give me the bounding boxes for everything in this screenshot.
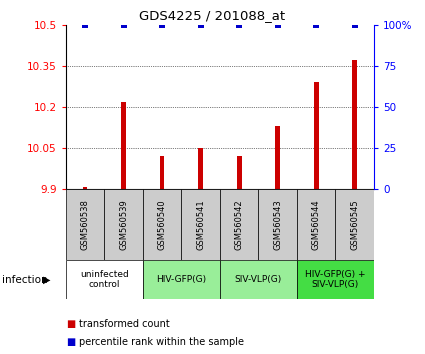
Bar <box>335 189 374 260</box>
Text: GSM560543: GSM560543 <box>273 199 282 250</box>
Bar <box>143 260 220 299</box>
Text: transformed count: transformed count <box>79 319 170 329</box>
Text: ■: ■ <box>66 319 75 329</box>
Bar <box>297 189 335 260</box>
Text: GSM560540: GSM560540 <box>158 199 167 250</box>
Bar <box>198 148 203 189</box>
Bar <box>314 82 318 189</box>
Bar <box>220 260 297 299</box>
Bar <box>352 61 357 189</box>
Bar <box>143 189 181 260</box>
Text: GSM560541: GSM560541 <box>196 199 205 250</box>
Text: GDS4225 / 201088_at: GDS4225 / 201088_at <box>139 9 286 22</box>
Text: HIV-GFP(G) +
SIV-VLP(G): HIV-GFP(G) + SIV-VLP(G) <box>305 270 366 289</box>
Bar <box>297 260 374 299</box>
Bar <box>181 189 220 260</box>
Bar <box>105 189 143 260</box>
Text: SIV-VLP(G): SIV-VLP(G) <box>235 275 282 284</box>
Bar <box>275 126 280 189</box>
Text: ▶: ▶ <box>42 275 50 285</box>
Bar <box>258 189 297 260</box>
Text: percentile rank within the sample: percentile rank within the sample <box>79 337 244 347</box>
Bar <box>83 187 88 189</box>
Bar <box>66 189 105 260</box>
Bar <box>220 189 258 260</box>
Text: uninfected
control: uninfected control <box>80 270 129 289</box>
Text: GSM560545: GSM560545 <box>350 199 359 250</box>
Text: ■: ■ <box>66 337 75 347</box>
Text: GSM560544: GSM560544 <box>312 199 321 250</box>
Bar <box>160 156 164 189</box>
Text: GSM560538: GSM560538 <box>81 199 90 250</box>
Bar <box>66 260 143 299</box>
Text: HIV-GFP(G): HIV-GFP(G) <box>156 275 207 284</box>
Text: GSM560542: GSM560542 <box>235 199 244 250</box>
Text: GSM560539: GSM560539 <box>119 199 128 250</box>
Text: infection: infection <box>2 275 48 285</box>
Bar <box>237 156 241 189</box>
Bar <box>122 102 126 189</box>
